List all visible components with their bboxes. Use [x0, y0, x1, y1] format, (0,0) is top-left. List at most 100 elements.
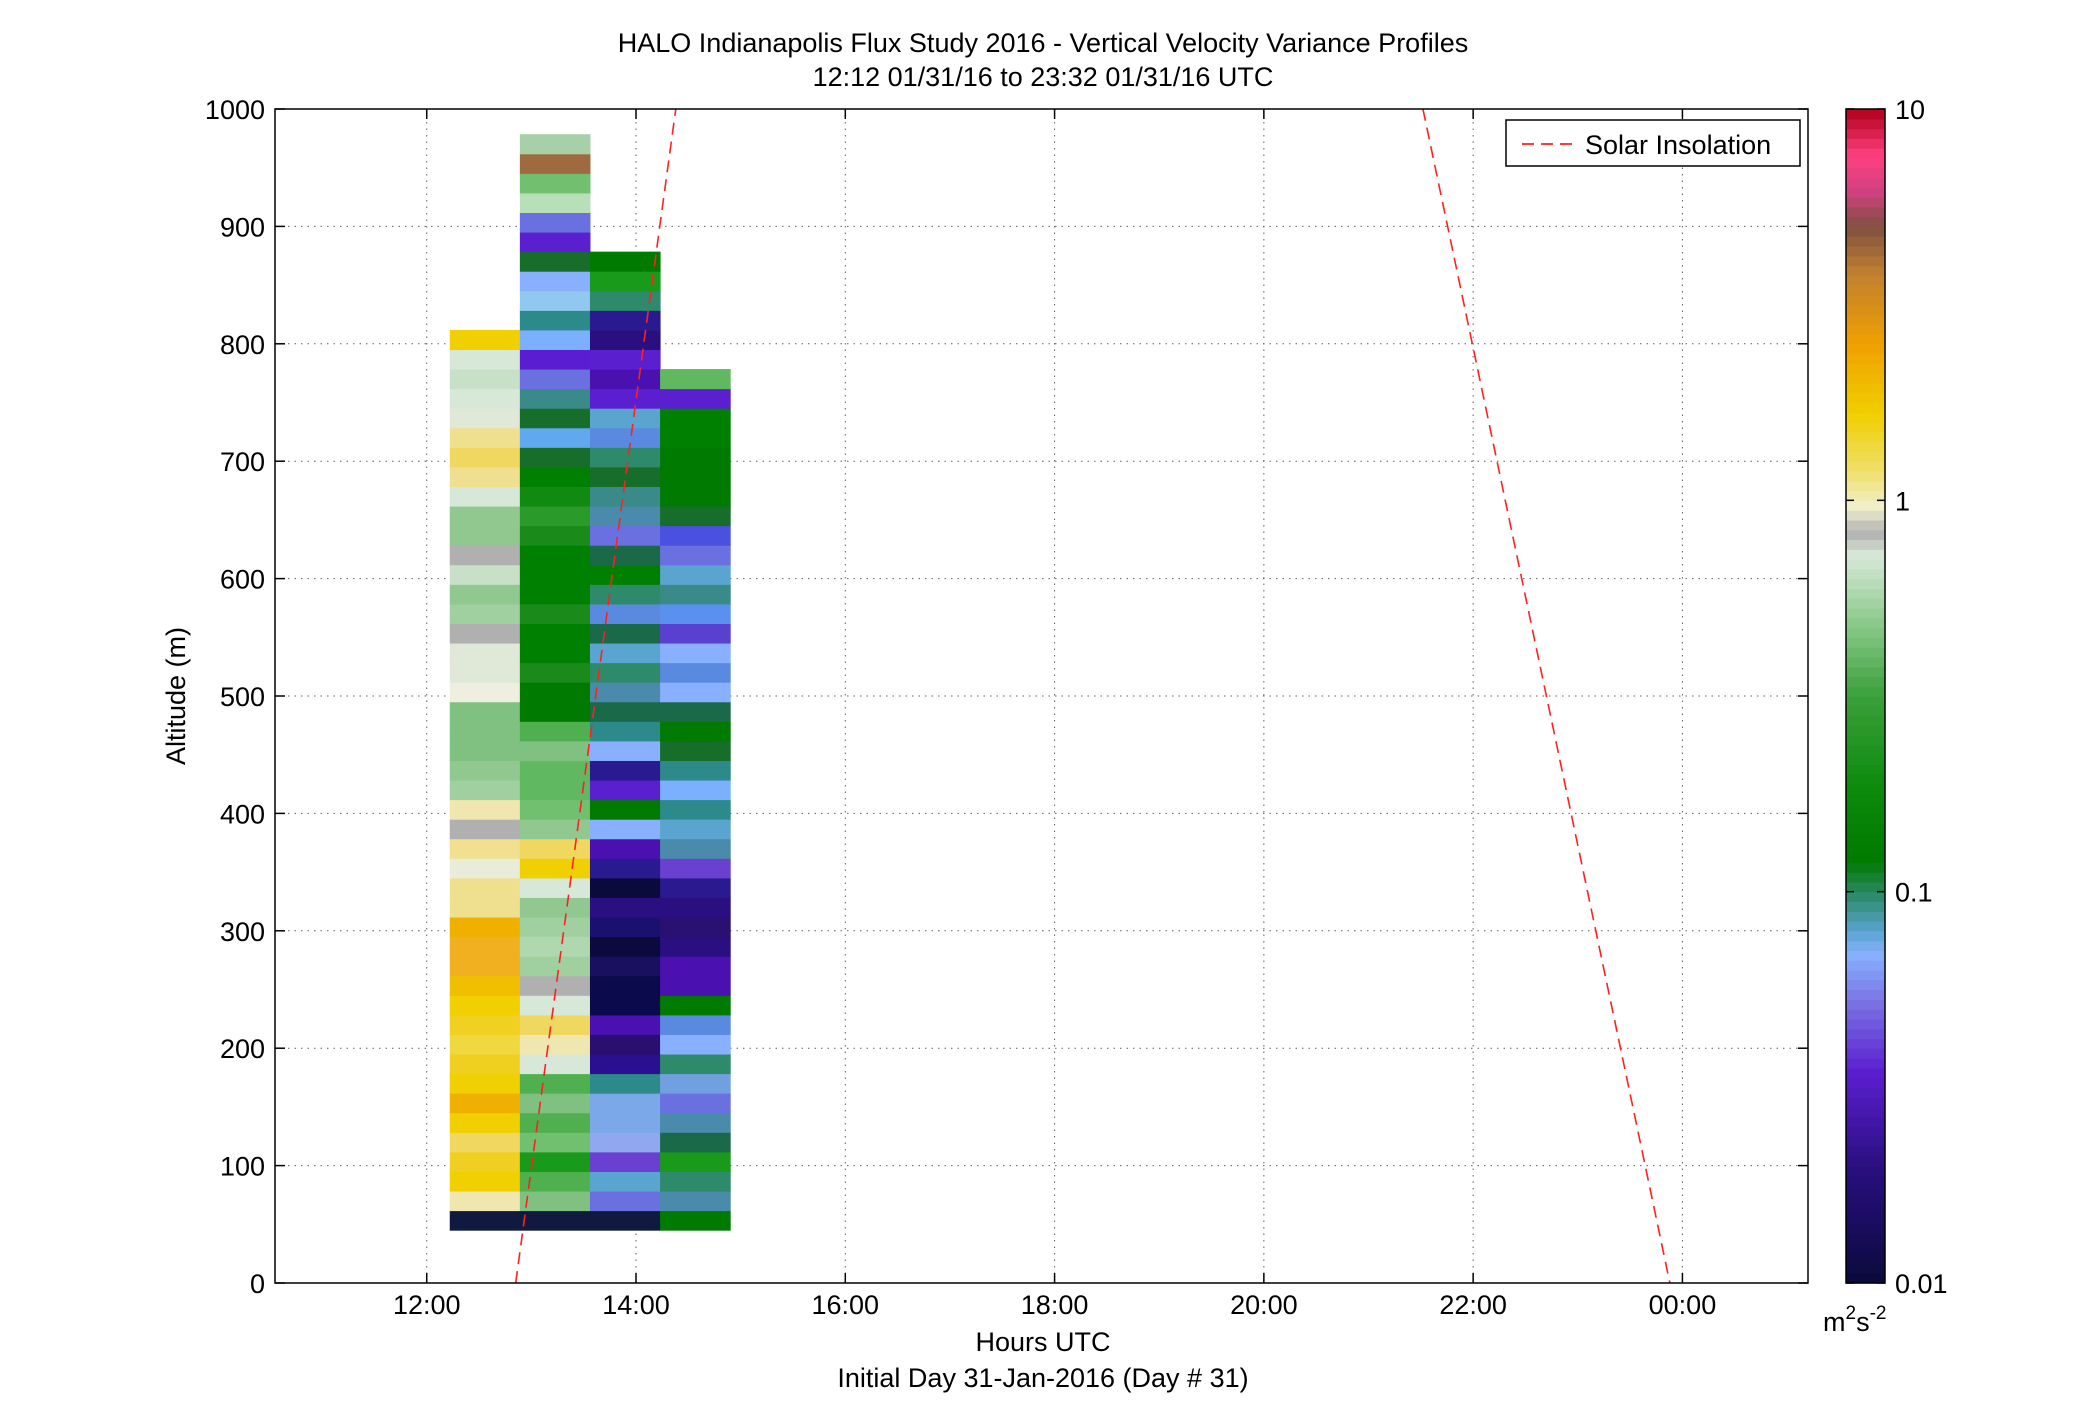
colorbar-segment	[1846, 265, 1885, 276]
heatmap-cell	[519, 936, 591, 957]
colorbar-segment	[1846, 392, 1885, 404]
colorbar-segment	[1846, 549, 1885, 560]
heatmap-cell	[660, 682, 731, 703]
legend: Solar Insolation	[1505, 119, 1801, 167]
heatmap-cell	[449, 1171, 521, 1192]
colorbar-segment	[1846, 891, 1885, 903]
heatmap-cell	[589, 310, 661, 331]
heatmap-cell	[519, 408, 591, 429]
heatmap-cell	[519, 349, 591, 370]
heatmap-cell	[449, 1132, 521, 1153]
solar-insolation-line	[1422, 109, 1671, 1283]
chart-title: HALO Indianapolis Flux Study 2016 - Vert…	[618, 28, 1468, 58]
heatmap-cell	[449, 329, 521, 350]
heatmap-cell	[519, 466, 591, 487]
heatmap-cell	[660, 838, 731, 859]
heatmap-cell	[519, 310, 591, 331]
colorbar-unit: m2s-2	[1823, 1303, 1886, 1337]
colorbar-segment	[1846, 930, 1885, 942]
heatmap-cell	[519, 1191, 591, 1212]
heatmap-cell	[519, 447, 591, 468]
colorbar-tick-label: 0.01	[1895, 1269, 1948, 1299]
colorbar-segment	[1846, 529, 1885, 541]
heatmap-cell	[589, 545, 661, 566]
heatmap-cell	[660, 995, 731, 1016]
heatmap-cell	[519, 564, 591, 585]
heatmap-cell	[589, 975, 661, 996]
heatmap-cell	[449, 1073, 521, 1094]
colorbar-segment	[1846, 862, 1885, 873]
colorbar-segment	[1846, 686, 1885, 697]
heatmap-cell	[519, 858, 591, 879]
heatmap-cell	[589, 290, 661, 311]
heatmap-cell	[589, 1191, 661, 1212]
colorbar-segment	[1846, 539, 1885, 550]
heatmap-cell	[589, 369, 661, 390]
colorbar-segment	[1846, 510, 1885, 521]
colorbar-segment	[1846, 1273, 1885, 1284]
heatmap-cell	[589, 564, 661, 585]
colorbar-segment	[1846, 255, 1885, 267]
heatmap-cell	[660, 1054, 731, 1075]
colorbar-segment	[1846, 519, 1885, 531]
heatmap-cell	[519, 623, 591, 644]
colorbar-segment	[1846, 1067, 1885, 1079]
y-tick-label: 500	[220, 682, 265, 712]
colorbar-segment	[1846, 764, 1885, 775]
colorbar-segment	[1846, 754, 1885, 766]
heatmap-cell	[589, 447, 661, 468]
heatmap-cell	[660, 1171, 731, 1192]
heatmap-cell	[589, 858, 661, 879]
heatmap-cell	[449, 936, 521, 957]
heatmap-cell	[449, 682, 521, 703]
heatmap-cell	[660, 662, 731, 683]
chart-subtitle: 12:12 01/31/16 to 23:32 01/31/16 UTC	[813, 62, 1274, 92]
colorbar-segment	[1846, 607, 1885, 619]
colorbar-segment	[1846, 402, 1885, 413]
colorbar-segment	[1846, 715, 1885, 726]
heatmap-cell	[519, 173, 591, 194]
heatmap-cell	[449, 564, 521, 585]
heatmap-cell	[589, 1112, 661, 1133]
heatmap-cell	[449, 1191, 521, 1212]
heatmap-cell	[519, 897, 591, 918]
colorbar-segment	[1846, 373, 1885, 384]
colorbar-segment	[1846, 109, 1885, 120]
solar-insolation-series	[514, 109, 1671, 1283]
heatmap-cell	[519, 643, 591, 664]
colorbar-segment	[1846, 1194, 1885, 1206]
colorbar-segment	[1846, 1057, 1885, 1069]
heatmap-cell	[660, 584, 731, 605]
legend-label: Solar Insolation	[1585, 130, 1771, 160]
colorbar-segment	[1846, 784, 1885, 795]
heatmap-cell	[660, 877, 731, 898]
colorbar-segment	[1846, 1009, 1885, 1020]
heatmap-cell	[589, 643, 661, 664]
heatmap-cell	[449, 740, 521, 761]
heatmap-cell	[589, 760, 661, 781]
colorbar-segment	[1846, 969, 1885, 981]
heatmap-cell	[589, 1054, 661, 1075]
heatmap-cell	[519, 1093, 591, 1114]
heatmap-cell	[589, 388, 661, 409]
colorbar-segment	[1846, 343, 1885, 355]
heatmap-cell	[519, 232, 591, 253]
colorbar-segment	[1846, 852, 1885, 863]
colorbar-segment	[1846, 637, 1885, 648]
heatmap-cell	[589, 349, 661, 370]
colorbar-segment	[1846, 881, 1885, 893]
heatmap-cell	[660, 466, 731, 487]
heatmap-cell	[660, 1151, 731, 1172]
colorbar-segment	[1846, 441, 1885, 453]
colorbar-unit-mid: s	[1856, 1307, 1870, 1337]
heatmap-cell	[589, 1093, 661, 1114]
heatmap-cell	[660, 721, 731, 742]
colorbar-segment	[1846, 1077, 1885, 1088]
colorbar-segment	[1846, 568, 1885, 580]
heatmap-cell	[660, 388, 731, 409]
x-tick-label: 14:00	[602, 1290, 670, 1320]
heatmap-cell	[519, 369, 591, 390]
colorbar-segment	[1846, 696, 1885, 707]
heatmap-cell	[449, 760, 521, 781]
heatmap-cell	[660, 1034, 731, 1055]
